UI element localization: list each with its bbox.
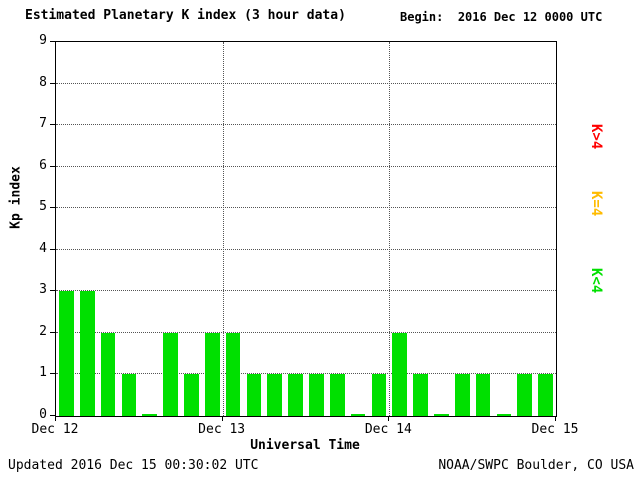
kp-bar	[392, 332, 408, 416]
plot-area	[55, 41, 557, 417]
chart-title: Estimated Planetary K index (3 hour data…	[25, 8, 346, 23]
h-gridline	[56, 373, 556, 375]
x-tick-label: Dec 14	[364, 422, 412, 437]
x-tick-label: Dec 12	[31, 422, 79, 437]
v-gridline	[222, 42, 224, 416]
kp-bar	[121, 374, 137, 416]
x-tick-mark	[55, 416, 56, 421]
kp-bar	[413, 374, 428, 416]
y-tick-label: 5	[39, 199, 47, 215]
y-tick-mark	[50, 415, 55, 416]
y-tick-label: 6	[39, 157, 47, 173]
y-tick-mark	[50, 124, 55, 126]
y-tick-label: 9	[39, 33, 47, 48]
kp-bar	[288, 374, 303, 416]
legend-item: K=4	[588, 191, 604, 217]
kp-bar	[204, 332, 220, 416]
y-tick-mark	[50, 41, 55, 42]
begin-label: Begin:	[400, 10, 444, 24]
y-tick-mark	[50, 207, 55, 209]
y-tick-mark	[50, 248, 55, 250]
x-tick-label: Dec 15	[531, 422, 579, 437]
y-tick-mark	[50, 82, 55, 84]
y-tick-mark	[50, 165, 55, 167]
kp-bar	[267, 374, 283, 416]
kp-bar	[184, 374, 199, 416]
kp-bar	[496, 414, 512, 416]
x-tick-mark	[221, 416, 223, 421]
y-tick-label: 7	[39, 116, 47, 132]
x-tick-label: Dec 13	[198, 422, 246, 437]
legend-item: K>4	[588, 124, 604, 150]
begin-value: 2016 Dec 12 0000 UTC	[457, 10, 603, 24]
kp-bar	[100, 332, 116, 416]
kp-bar	[309, 374, 324, 416]
legend-item: K<4	[588, 268, 604, 294]
begin-timestamp: Begin: 2016 Dec 12 0000 UTC	[400, 10, 602, 24]
kp-bar	[475, 374, 491, 416]
kp-bar	[350, 414, 366, 416]
h-gridline	[56, 290, 556, 292]
x-tick-mark	[555, 416, 556, 421]
kp-bar	[434, 414, 449, 416]
kp-bar	[225, 332, 241, 416]
y-tick-label: 3	[39, 282, 47, 298]
kp-bar	[79, 291, 95, 416]
kp-bar	[517, 374, 533, 416]
v-gridline	[389, 42, 391, 416]
kp-bar	[142, 414, 158, 416]
kp-bar	[538, 374, 553, 416]
updated-timestamp: Updated 2016 Dec 15 00:30:02 UTC	[8, 458, 259, 473]
y-tick-label: 8	[39, 74, 47, 90]
y-tick-label: 4	[39, 240, 47, 256]
y-tick-mark	[50, 290, 55, 292]
h-gridline	[56, 331, 556, 333]
kp-bar	[246, 374, 262, 416]
y-tick-label: 0	[39, 407, 47, 422]
source-credit: NOAA/SWPC Boulder, CO USA	[438, 458, 634, 473]
h-gridline	[56, 82, 556, 84]
h-gridline	[56, 248, 556, 250]
kp-bar	[59, 291, 74, 416]
y-tick-mark	[50, 331, 55, 333]
h-gridline	[56, 207, 556, 209]
x-tick-mark	[388, 416, 390, 421]
y-tick-label: 1	[39, 365, 47, 381]
h-gridline	[56, 124, 556, 126]
y-tick-mark	[50, 373, 55, 375]
kp-bar	[329, 374, 345, 416]
kp-bar	[163, 332, 178, 416]
kp-bar	[454, 374, 470, 416]
y-tick-label: 2	[39, 323, 47, 339]
kp-bar	[371, 374, 387, 416]
h-gridline	[56, 165, 556, 167]
x-axis-title: Universal Time	[250, 438, 360, 453]
